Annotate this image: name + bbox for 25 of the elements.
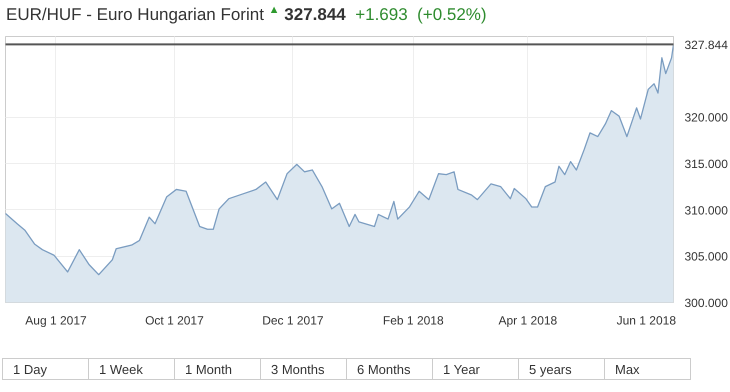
text: 6 Months	[346, 358, 433, 380]
x-tick-label: Feb 1 2018	[382, 314, 444, 328]
x-tick-label: Jun 1 2018	[616, 314, 676, 328]
y-tick-label: 300.000	[684, 296, 728, 310]
text: Max	[604, 358, 691, 380]
text: ▲	[268, 4, 280, 16]
x-tick-label: Oct 1 2017	[145, 314, 204, 328]
chart-title: EUR/HUF - Euro Hungarian Forint	[6, 5, 264, 24]
text: 327.844	[284, 5, 346, 24]
text: 5 years	[518, 358, 605, 380]
text: 1 Year	[432, 358, 519, 380]
text: 1 Week	[88, 358, 175, 380]
y-tick-label: 320.000	[684, 110, 728, 125]
x-tick-label: Aug 1 2017	[25, 314, 88, 328]
text: +1.693	[355, 5, 408, 24]
x-tick-label: Apr 1 2018	[498, 314, 558, 328]
text: 3 Months	[260, 358, 347, 380]
text: (+0.52%)	[417, 5, 487, 24]
y-tick-label: 315.000	[684, 156, 728, 171]
text: 1 Day	[2, 358, 89, 380]
ref-line-label: 327.844	[684, 38, 728, 52]
x-tick-label: Dec 1 2017	[262, 314, 324, 328]
text: 1 Month	[174, 358, 261, 380]
y-tick-label: 305.000	[684, 250, 728, 264]
y-tick-label: 310.000	[684, 203, 728, 218]
